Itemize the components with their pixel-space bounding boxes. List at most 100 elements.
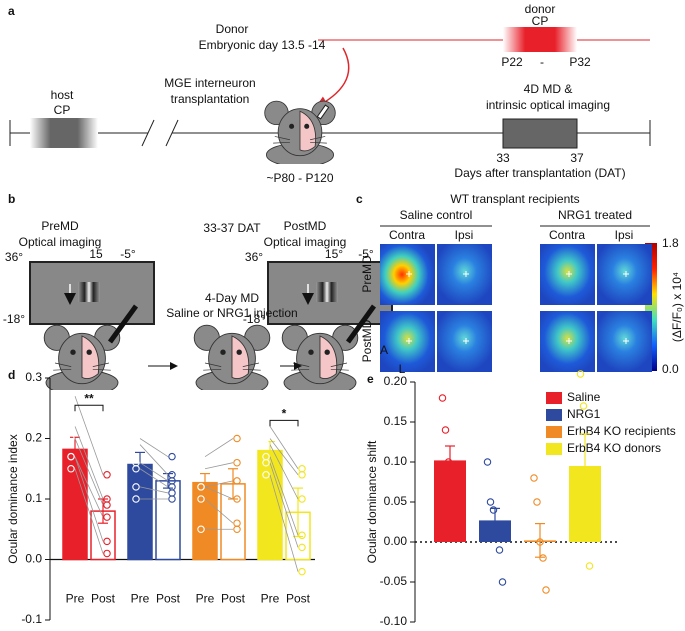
data-point: [262, 440, 270, 449]
y-tick-label: 0.20: [384, 374, 408, 388]
x-tick-label: Post: [91, 592, 116, 606]
centroid: [406, 338, 412, 344]
centroid: [463, 338, 469, 344]
label: Donor: [216, 22, 249, 36]
data-point: [262, 471, 270, 479]
data-point: [168, 495, 176, 503]
data-point: [579, 402, 588, 410]
label: 33-37 DAT: [203, 221, 261, 235]
data-point: [197, 483, 205, 491]
pair-line: [139, 462, 169, 482]
pair-line: [139, 438, 169, 457]
y-tick-label: 0.10: [384, 454, 408, 468]
data-point: [441, 426, 450, 434]
centroid: [566, 271, 572, 277]
donor-cp-band: [503, 27, 577, 52]
data-point: [168, 471, 176, 479]
data-point: [132, 483, 140, 491]
label: PreMD: [41, 219, 79, 233]
panel-label: e: [367, 372, 374, 386]
legend-label: NRG1: [567, 407, 601, 421]
panel-label: c: [356, 192, 363, 206]
label: ~P80 - P120: [266, 171, 333, 185]
x-tick-label: Pre: [196, 592, 215, 606]
y-tick-label: 0.15: [384, 414, 408, 428]
y-tick-label: -0.10: [380, 614, 408, 628]
data-point: [536, 538, 544, 546]
data-point: [103, 471, 111, 479]
data-point: [438, 394, 447, 402]
data-point: [483, 458, 492, 466]
pair-line: [139, 444, 169, 476]
data-point: [67, 464, 75, 473]
y-axis-label: Ocular dominance shift: [365, 440, 379, 563]
x-tick-label: Pre: [261, 592, 280, 606]
label: -18°: [243, 312, 265, 326]
data-point: [103, 501, 111, 509]
data-point: [530, 474, 538, 482]
bar: [257, 449, 283, 561]
label: MGE interneuron: [164, 76, 255, 90]
x-tick-label: Post: [286, 592, 311, 606]
error-bar: [200, 472, 210, 493]
transplant-arrow: [315, 47, 350, 108]
significance-bracket: [269, 419, 299, 427]
timeline: [9, 27, 651, 164]
y-tick-label: 0.0: [25, 552, 42, 566]
data-point: [298, 471, 306, 479]
label: donor: [525, 2, 556, 16]
centroid: [623, 338, 629, 344]
panel-label: b: [8, 192, 15, 206]
data-point: [533, 498, 541, 506]
y-tick-label: -0.05: [380, 574, 408, 588]
host-cp-band: [30, 118, 98, 148]
error-bar: [580, 433, 590, 499]
pair-line: [204, 480, 234, 488]
data-point: [67, 422, 75, 431]
label: WT transplant recipients: [450, 192, 579, 206]
label: P22: [501, 55, 523, 69]
label: 1.8: [662, 236, 679, 250]
label: Embryonic day 13.5 -14: [199, 38, 326, 52]
pair-line: [204, 498, 234, 524]
data-point: [542, 586, 550, 594]
grating: [316, 282, 338, 302]
x-tick-label: Pre: [131, 592, 150, 606]
label: P32: [569, 55, 591, 69]
data-point: [444, 458, 453, 466]
imaging-period: [502, 118, 578, 149]
label: A: [380, 343, 388, 357]
pair-line: [74, 456, 104, 518]
x-tick-label: Post: [221, 592, 246, 606]
label: PostMD: [284, 219, 327, 233]
label: -18°: [3, 312, 25, 326]
legend-swatch: [546, 392, 562, 404]
pair-line: [74, 438, 104, 506]
data-point: [498, 578, 507, 586]
label: Optical imaging: [264, 235, 347, 249]
label: Saline control: [400, 208, 473, 222]
y-tick-label: 0.3: [25, 370, 42, 384]
data-point: [67, 452, 75, 461]
label: PostMD: [360, 319, 374, 362]
bar: [192, 481, 218, 561]
legend-swatch: [546, 443, 562, 455]
panel-label: d: [8, 368, 15, 382]
mouse: [281, 324, 359, 390]
data-point: [262, 422, 270, 431]
label: CP: [54, 103, 71, 117]
data-point: [132, 495, 140, 503]
data-point: [103, 537, 111, 546]
data-point: [132, 440, 140, 449]
centroid: [623, 271, 629, 277]
x-tick-label: Pre: [66, 592, 85, 606]
data-point: [197, 495, 205, 503]
label: Ipsi: [455, 228, 474, 242]
label: NRG1 treated: [558, 208, 632, 222]
legend-label: ErbB4 KO recipients: [567, 424, 676, 438]
pair-line: [74, 396, 104, 475]
panel-label: a: [8, 4, 15, 18]
data-point: [262, 458, 270, 467]
y-axis-label: Ocular dominance index: [6, 434, 20, 563]
